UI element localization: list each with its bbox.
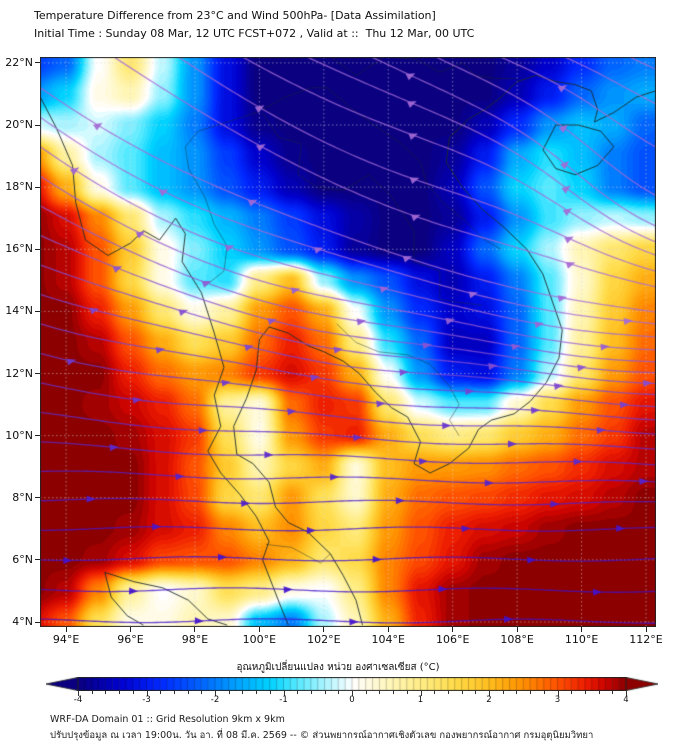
colorbar-tick: [160, 691, 162, 694]
colorbar-tick: [91, 691, 93, 694]
x-axis-tick: [130, 627, 132, 632]
colorbar-canvas: [46, 677, 658, 691]
y-axis-label-12N: 12°N: [5, 366, 33, 380]
colorbar-tick: [256, 691, 258, 694]
y-axis-label-10N: 10°N: [5, 428, 33, 442]
y-axis-label-16N: 16°N: [5, 242, 33, 256]
y-axis-tick: [35, 621, 40, 623]
y-axis-tick: [35, 497, 40, 499]
y-axis-tick: [35, 124, 40, 126]
x-axis-label-106E: 106°E: [435, 633, 470, 646]
footer-update-info: ปรับปรุงข้อมูล ณ เวลา 19:00น. วัน อา. ที…: [50, 730, 594, 741]
colorbar-tick-label--4: -4: [73, 695, 83, 705]
colorbar-tick: [215, 691, 216, 696]
x-axis-tick: [516, 627, 518, 632]
colorbar-tick: [489, 691, 490, 696]
x-axis-tick: [65, 627, 67, 632]
x-axis-label-110E: 110°E: [564, 633, 599, 646]
colorbar-tick: [612, 691, 614, 694]
colorbar-tick: [201, 691, 203, 694]
y-axis-tick: [35, 310, 40, 312]
colorbar-tick: [338, 691, 340, 694]
colorbar-tick-label-4: 4: [623, 695, 629, 705]
x-axis-label-104E: 104°E: [371, 633, 405, 646]
y-axis-tick: [35, 435, 40, 437]
y-axis-label-4N: 4°N: [12, 615, 33, 629]
colorbar-tick: [571, 691, 573, 694]
y-axis-label-8N: 8°N: [12, 490, 33, 504]
colorbar-tick: [187, 691, 189, 694]
colorbar-tick: [475, 691, 477, 694]
x-axis-tick: [581, 627, 583, 632]
x-axis-tick: [452, 627, 454, 632]
y-axis-label-18N: 18°N: [5, 180, 33, 194]
colorbar-tick: [406, 691, 408, 694]
colorbar-tick: [365, 691, 367, 694]
colorbar-tick: [584, 691, 586, 694]
colorbar-tick: [447, 691, 449, 694]
colorbar-tick: [516, 691, 518, 694]
colorbar-tick-label-1: 1: [417, 695, 424, 705]
x-axis-label-112E: 112°E: [629, 633, 663, 646]
x-axis-label-98E: 98°E: [181, 633, 209, 646]
x-axis-label-96E: 96°E: [117, 633, 144, 646]
x-axis-tick: [387, 627, 389, 632]
colorbar-tick: [78, 691, 79, 696]
y-axis-label-14N: 14°N: [5, 304, 33, 318]
temperature-wind-map-canvas: [40, 57, 656, 627]
colorbar-tick-label-2: 2: [486, 695, 492, 705]
colorbar-tick: [173, 691, 175, 694]
colorbar-tick: [146, 691, 148, 696]
colorbar-tick-label-0: 0: [349, 695, 355, 705]
colorbar-tick: [543, 691, 545, 694]
colorbar-tick-label-3: 3: [554, 695, 561, 705]
colorbar-tick: [530, 691, 532, 694]
y-axis-tick: [35, 373, 40, 375]
colorbar-tick: [310, 691, 312, 694]
y-axis-tick: [35, 62, 40, 64]
colorbar-label: อุณหภูมิเปลี่ยนแปลง หน่วย องศาเซลเซียส (…: [236, 662, 440, 673]
y-axis-tick: [35, 248, 40, 250]
x-axis-tick: [645, 627, 647, 632]
colorbar-tick: [119, 691, 121, 694]
colorbar-tick: [434, 691, 436, 694]
weather-map: [40, 57, 656, 627]
colorbar-tick: [379, 691, 381, 694]
x-axis-label-94E: 94°E: [52, 633, 80, 646]
colorbar-tick: [242, 691, 244, 694]
chart-subtitle: Initial Time : Sunday 08 Mar, 12 UTC FCS…: [34, 27, 475, 40]
chart-title: Temperature Difference from 23°C and Win…: [34, 9, 436, 22]
colorbar-tick: [393, 691, 395, 694]
colorbar-tick: [598, 691, 600, 694]
colorbar-tick: [297, 691, 299, 694]
colorbar-tick: [626, 691, 627, 696]
y-axis-tick: [35, 186, 40, 188]
colorbar-tick: [105, 691, 107, 694]
colorbar-tick-label--2: -2: [210, 695, 220, 705]
y-axis-label-22N: 22°N: [5, 55, 33, 69]
colorbar-tick: [502, 691, 504, 694]
y-axis-label-20N: 20°N: [5, 118, 33, 132]
colorbar-tick: [461, 691, 463, 694]
colorbar-tick: [283, 691, 285, 696]
footer-domain-info: WRF-DA Domain 01 :: Grid Resolution 9km …: [50, 714, 285, 725]
colorbar-tick-label--3: -3: [142, 695, 151, 705]
x-axis-label-100E: 100°E: [242, 633, 277, 646]
x-axis-label-108E: 108°E: [500, 633, 534, 646]
colorbar-tick: [557, 691, 559, 696]
colorbar-tick: [269, 691, 271, 694]
colorbar-tick: [352, 691, 353, 696]
colorbar-tick: [324, 691, 326, 694]
colorbar-tick: [420, 691, 422, 696]
colorbar-tick: [132, 691, 134, 694]
x-axis-tick: [258, 627, 260, 632]
colorbar-tick: [228, 691, 230, 694]
colorbar-tick-label--1: -1: [279, 695, 288, 705]
x-axis-tick: [194, 627, 196, 632]
x-axis-tick: [323, 627, 325, 632]
y-axis-tick: [35, 559, 40, 561]
y-axis-label-6N: 6°N: [12, 552, 33, 566]
x-axis-label-102E: 102°E: [307, 633, 341, 646]
